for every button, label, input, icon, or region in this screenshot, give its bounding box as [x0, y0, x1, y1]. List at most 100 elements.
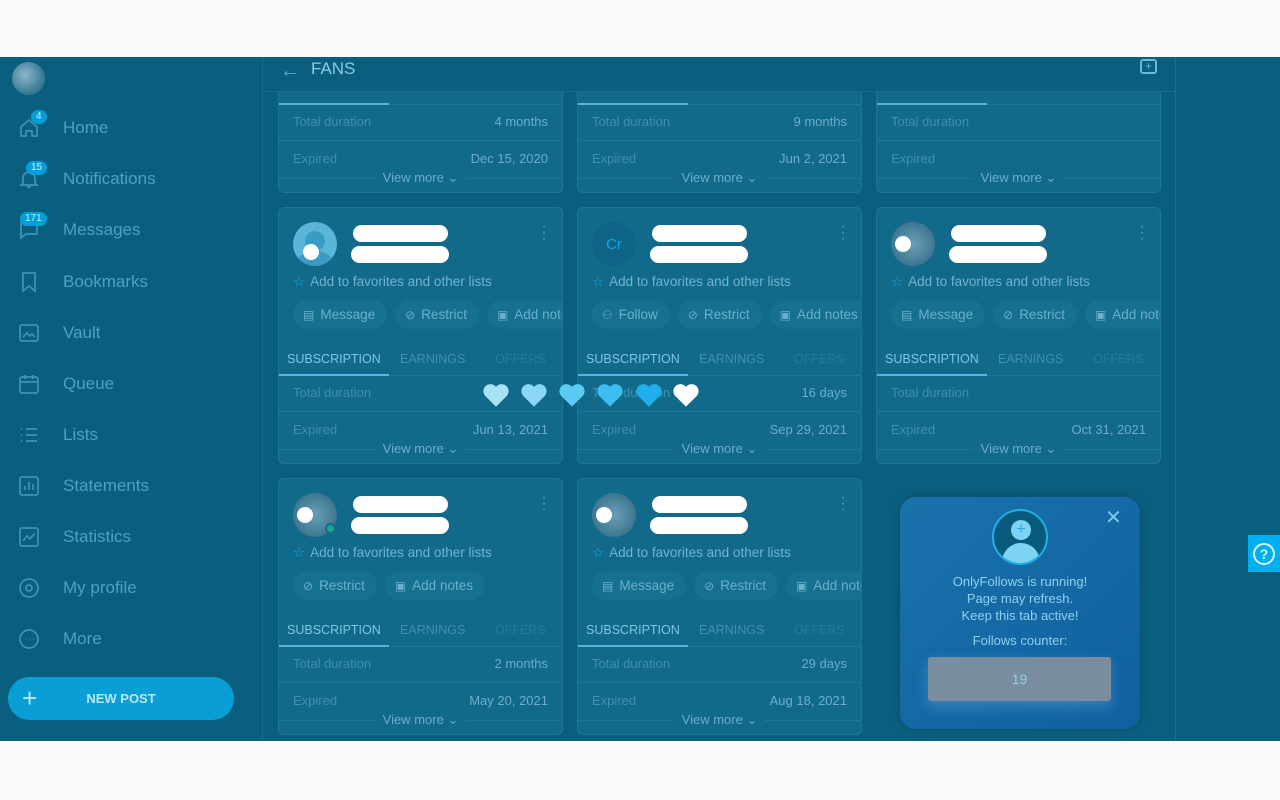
tab-offers[interactable]: OFFERS	[794, 92, 845, 95]
favorites-label: Add to favorites and other lists	[310, 545, 492, 560]
expired-row: Expired Aug 18, 2021	[592, 693, 847, 708]
sidebar-item-more[interactable]: More	[0, 619, 263, 659]
popup-line: Keep this tab active!	[961, 608, 1079, 623]
tab-subscription[interactable]: SUBSCRIPTION	[885, 92, 979, 95]
avatar[interactable]: Cr	[592, 222, 636, 266]
sidebar-item-queue[interactable]: Queue	[0, 364, 263, 404]
expired-row: Expired Sep 29, 2021	[592, 422, 847, 437]
restrict-button[interactable]: ⊘ Restrict	[993, 300, 1077, 329]
row-label: Total duration	[293, 385, 372, 400]
tab-earnings[interactable]: EARNINGS	[400, 92, 465, 95]
view-more-button[interactable]: View more ⌄	[578, 170, 861, 186]
add-to-favorites-link[interactable]: ☆ Add to favorites and other lists	[592, 274, 791, 290]
tab-earnings[interactable]: EARNINGS	[699, 352, 765, 366]
add-to-favorites-link[interactable]: ☆ Add to favorites and other lists	[293, 545, 492, 561]
follows-counter-value: 19	[928, 657, 1111, 701]
sidebar-item-home[interactable]: 4 Home	[0, 108, 263, 148]
avatar[interactable]	[891, 222, 935, 266]
new-post-button[interactable]: + NEW POST	[8, 677, 234, 720]
sidebar-item-vault[interactable]: Vault	[0, 313, 263, 353]
tab-subscription[interactable]: SUBSCRIPTION	[586, 352, 680, 366]
tab-offers[interactable]: OFFERS	[794, 352, 845, 366]
divider	[578, 140, 861, 141]
tab-offers[interactable]: OFFERS	[794, 623, 845, 637]
tab-subscription[interactable]: SUBSCRIPTION	[287, 352, 381, 366]
tab-subscription[interactable]: SUBSCRIPTION	[885, 352, 979, 366]
tab-earnings[interactable]: EARNINGS	[998, 352, 1064, 366]
sidebar-item-statistics[interactable]: Statistics	[0, 517, 263, 557]
tab-offers[interactable]: OFFERS	[495, 623, 546, 637]
view-more-button[interactable]: View more ⌄	[877, 170, 1160, 186]
view-more-button[interactable]: View more ⌄	[279, 712, 562, 728]
avatar[interactable]	[592, 493, 636, 537]
active-tab-indicator	[578, 645, 688, 647]
tab-subscription[interactable]: SUBSCRIPTION	[586, 92, 680, 95]
add-notes-button[interactable]: ▣ Add notes	[486, 300, 562, 329]
tab-offers[interactable]: OFFERS	[495, 352, 546, 366]
view-more-button[interactable]: View more ⌄	[279, 441, 562, 457]
total-duration-value: 4 months	[494, 114, 548, 129]
tab-earnings[interactable]: EARNINGS	[400, 623, 466, 637]
action-label: Message	[619, 578, 675, 593]
add-notes-button[interactable]: ▣ Add notes	[384, 571, 485, 600]
more-options-icon[interactable]: · · ·	[840, 489, 846, 518]
card-actions: ▤ Message ⊘ Restrict ▣ Add notes	[891, 300, 1160, 329]
tab-offers[interactable]: OFFERS	[1093, 92, 1144, 95]
add-to-favorites-link[interactable]: ☆ Add to favorites and other lists	[293, 274, 492, 290]
add-notes-button[interactable]: ▣ Add notes	[769, 300, 861, 329]
message-button[interactable]: ▤ Message	[891, 300, 986, 329]
sidebar-item-messages[interactable]: 171 Messages	[0, 210, 263, 250]
help-button[interactable]: ?	[1248, 535, 1280, 572]
card-actions: ⊘ Restrict ▣ Add notes	[293, 571, 485, 600]
tab-earnings[interactable]: EARNINGS	[998, 92, 1063, 95]
card-tabs: SUBSCRIPTION EARNINGS OFFERS	[279, 348, 562, 376]
add-notes-button[interactable]: ▣ Add notes	[1084, 300, 1160, 329]
avatar[interactable]	[293, 222, 337, 266]
sidebar-item-notifications[interactable]: 15 Notifications	[0, 159, 263, 199]
message-button[interactable]: ▤ Message	[293, 300, 388, 329]
tab-offers[interactable]: OFFERS	[1093, 352, 1144, 366]
chevron-down-icon: ⌄	[447, 712, 459, 727]
back-arrow-icon[interactable]: ←	[280, 60, 300, 82]
count-badge: 171	[20, 212, 47, 226]
user-avatar[interactable]	[12, 62, 45, 95]
more-options-icon[interactable]: · · ·	[1139, 218, 1145, 247]
follow-button[interactable]: ⚇ Follow	[592, 300, 670, 329]
sidebar-item-label: Bookmarks	[63, 272, 149, 291]
view-more-label: View more	[382, 441, 444, 456]
sidebar-item-label: More	[63, 629, 102, 648]
action-label: Restrict	[1019, 307, 1065, 322]
close-icon[interactable]: ✕	[1105, 507, 1122, 529]
tab-offers[interactable]: OFFERS	[495, 92, 546, 95]
view-more-button[interactable]: View more ⌄	[279, 170, 562, 186]
more-options-icon[interactable]: · · ·	[541, 218, 547, 247]
add-notes-button[interactable]: ▣ Add notes	[785, 571, 861, 600]
sidebar-item-lists[interactable]: Lists	[0, 415, 263, 455]
view-more-button[interactable]: View more ⌄	[578, 441, 861, 457]
message-button[interactable]: ▤ Message	[592, 571, 687, 600]
tab-subscription[interactable]: SUBSCRIPTION	[287, 92, 381, 95]
card-tabs: SUBSCRIPTION EARNINGS OFFERS	[578, 619, 861, 647]
redaction	[351, 246, 449, 263]
view-more-label: View more	[681, 441, 743, 456]
restrict-button[interactable]: ⊘ Restrict	[677, 300, 762, 329]
redaction	[951, 225, 1046, 242]
tab-subscription[interactable]: SUBSCRIPTION	[586, 623, 680, 637]
tab-earnings[interactable]: EARNINGS	[699, 92, 764, 95]
sidebar-item-my-profile[interactable]: My profile	[0, 568, 263, 608]
sidebar-item-statements[interactable]: Statements	[0, 466, 263, 506]
tab-subscription[interactable]: SUBSCRIPTION	[287, 623, 381, 637]
add-to-favorites-link[interactable]: ☆ Add to favorites and other lists	[592, 545, 791, 561]
restrict-button[interactable]: ⊘ Restrict	[395, 300, 479, 329]
restrict-button[interactable]: ⊘ Restrict	[293, 571, 377, 600]
add-to-favorites-link[interactable]: ☆ Add to favorites and other lists	[891, 274, 1090, 290]
more-options-icon[interactable]: · · ·	[541, 489, 547, 518]
tab-earnings[interactable]: EARNINGS	[400, 352, 466, 366]
view-more-button[interactable]: View more ⌄	[877, 441, 1160, 457]
view-more-button[interactable]: View more ⌄	[578, 712, 861, 728]
more-options-icon[interactable]: · · ·	[840, 218, 846, 247]
add-icon[interactable]: +	[1140, 59, 1157, 74]
restrict-button[interactable]: ⊘ Restrict	[694, 571, 778, 600]
sidebar-item-bookmarks[interactable]: Bookmarks	[0, 262, 263, 302]
tab-earnings[interactable]: EARNINGS	[699, 623, 765, 637]
